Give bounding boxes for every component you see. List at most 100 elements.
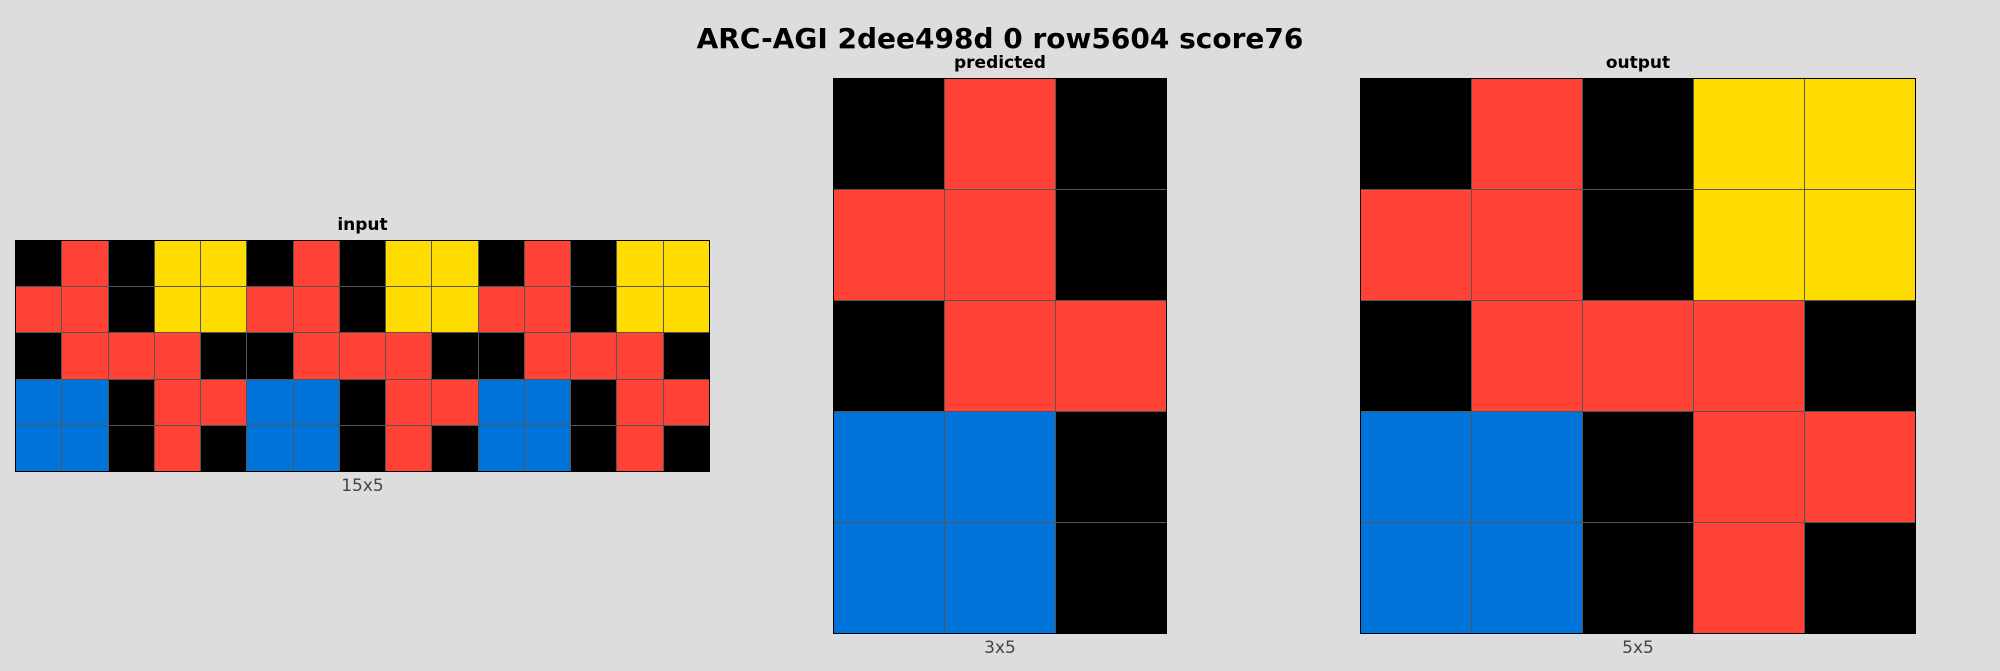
grid-cell [201, 425, 247, 471]
grid-cell [16, 287, 62, 333]
grid-cell [293, 333, 339, 379]
grid-cell [1056, 412, 1166, 522]
grid-cell [524, 241, 571, 287]
grid-cell [293, 425, 339, 471]
input-grid [15, 240, 710, 472]
figure-title: ARC-AGI 2dee498d 0 row5604 score76 [696, 22, 1304, 55]
grid-cell [478, 241, 524, 287]
grid-cell [339, 241, 386, 287]
grid-cell [1583, 79, 1693, 189]
grid-cell [478, 287, 524, 333]
grid-cell [1583, 301, 1693, 411]
grid-cell [1361, 412, 1471, 522]
output-panel-title: output [1605, 53, 1671, 73]
grid-cell [1361, 301, 1471, 411]
grid-cell [339, 379, 386, 425]
grid-cell [1361, 523, 1471, 633]
grid-cell [1472, 412, 1582, 522]
grid-cell [62, 379, 108, 425]
grid-cell [524, 425, 571, 471]
grid-cell [945, 301, 1055, 411]
grid-cell [154, 425, 201, 471]
grid-cell [1805, 412, 1915, 522]
grid-cell [339, 425, 386, 471]
grid-cell [945, 523, 1055, 633]
output-grid [1360, 78, 1916, 634]
grid-cell [201, 241, 247, 287]
grid-cell [108, 379, 154, 425]
grid-cell [1694, 523, 1804, 633]
grid-cell [108, 425, 154, 471]
grid-cell [1056, 523, 1166, 633]
grid-cell [201, 379, 247, 425]
grid-cell [1805, 301, 1915, 411]
grid-cell [16, 241, 62, 287]
grid-cell [432, 287, 478, 333]
grid-cell [478, 379, 524, 425]
grid-cell [108, 241, 154, 287]
grid-cell [524, 379, 571, 425]
grid-cell [617, 287, 663, 333]
grid-cell [1805, 523, 1915, 633]
grid-cell [154, 241, 201, 287]
grid-cell [108, 333, 154, 379]
grid-cell [154, 379, 201, 425]
grid-cell [201, 287, 247, 333]
grid-cell [663, 379, 709, 425]
grid-cell [571, 241, 617, 287]
grid-cell [1694, 412, 1804, 522]
grid-cell [663, 425, 709, 471]
grid-cell [1472, 301, 1582, 411]
grid-cell [154, 287, 201, 333]
grid-cell [834, 79, 944, 189]
predicted-size-label: 3x5 [984, 638, 1016, 658]
grid-cell [386, 425, 432, 471]
grid-cell [386, 379, 432, 425]
grid-cell [524, 333, 571, 379]
grid-cell [1694, 79, 1804, 189]
grid-cell [834, 301, 944, 411]
grid-cell [247, 287, 293, 333]
grid-cell [1472, 79, 1582, 189]
grid-cell [339, 287, 386, 333]
grid-cell [247, 241, 293, 287]
grid-cell [663, 333, 709, 379]
grid-cell [432, 333, 478, 379]
grid-cell [571, 425, 617, 471]
grid-cell [834, 190, 944, 300]
predicted-panel-title: predicted [954, 53, 1046, 73]
grid-cell [524, 287, 571, 333]
grid-cell [1805, 79, 1915, 189]
grid-cell [16, 425, 62, 471]
grid-cell [62, 333, 108, 379]
grid-cell [293, 287, 339, 333]
grid-cell [247, 333, 293, 379]
output-size-label: 5x5 [1622, 638, 1654, 658]
grid-cell [293, 379, 339, 425]
grid-cell [617, 333, 663, 379]
grid-cell [1056, 301, 1166, 411]
grid-cell [478, 425, 524, 471]
grid-cell [1583, 190, 1693, 300]
grid-cell [945, 190, 1055, 300]
grid-cell [834, 523, 944, 633]
grid-cell [62, 287, 108, 333]
grid-cell [834, 412, 944, 522]
grid-cell [617, 241, 663, 287]
grid-cell [1056, 190, 1166, 300]
grid-cell [16, 379, 62, 425]
grid-cell [386, 333, 432, 379]
grid-cell [571, 333, 617, 379]
grid-cell [1361, 79, 1471, 189]
grid-cell [293, 241, 339, 287]
grid-cell [1583, 412, 1693, 522]
grid-cell [617, 425, 663, 471]
grid-cell [945, 79, 1055, 189]
grid-cell [945, 412, 1055, 522]
grid-cell [247, 425, 293, 471]
grid-cell [62, 241, 108, 287]
grid-cell [571, 379, 617, 425]
grid-cell [1694, 301, 1804, 411]
grid-cell [108, 287, 154, 333]
grid-cell [386, 241, 432, 287]
